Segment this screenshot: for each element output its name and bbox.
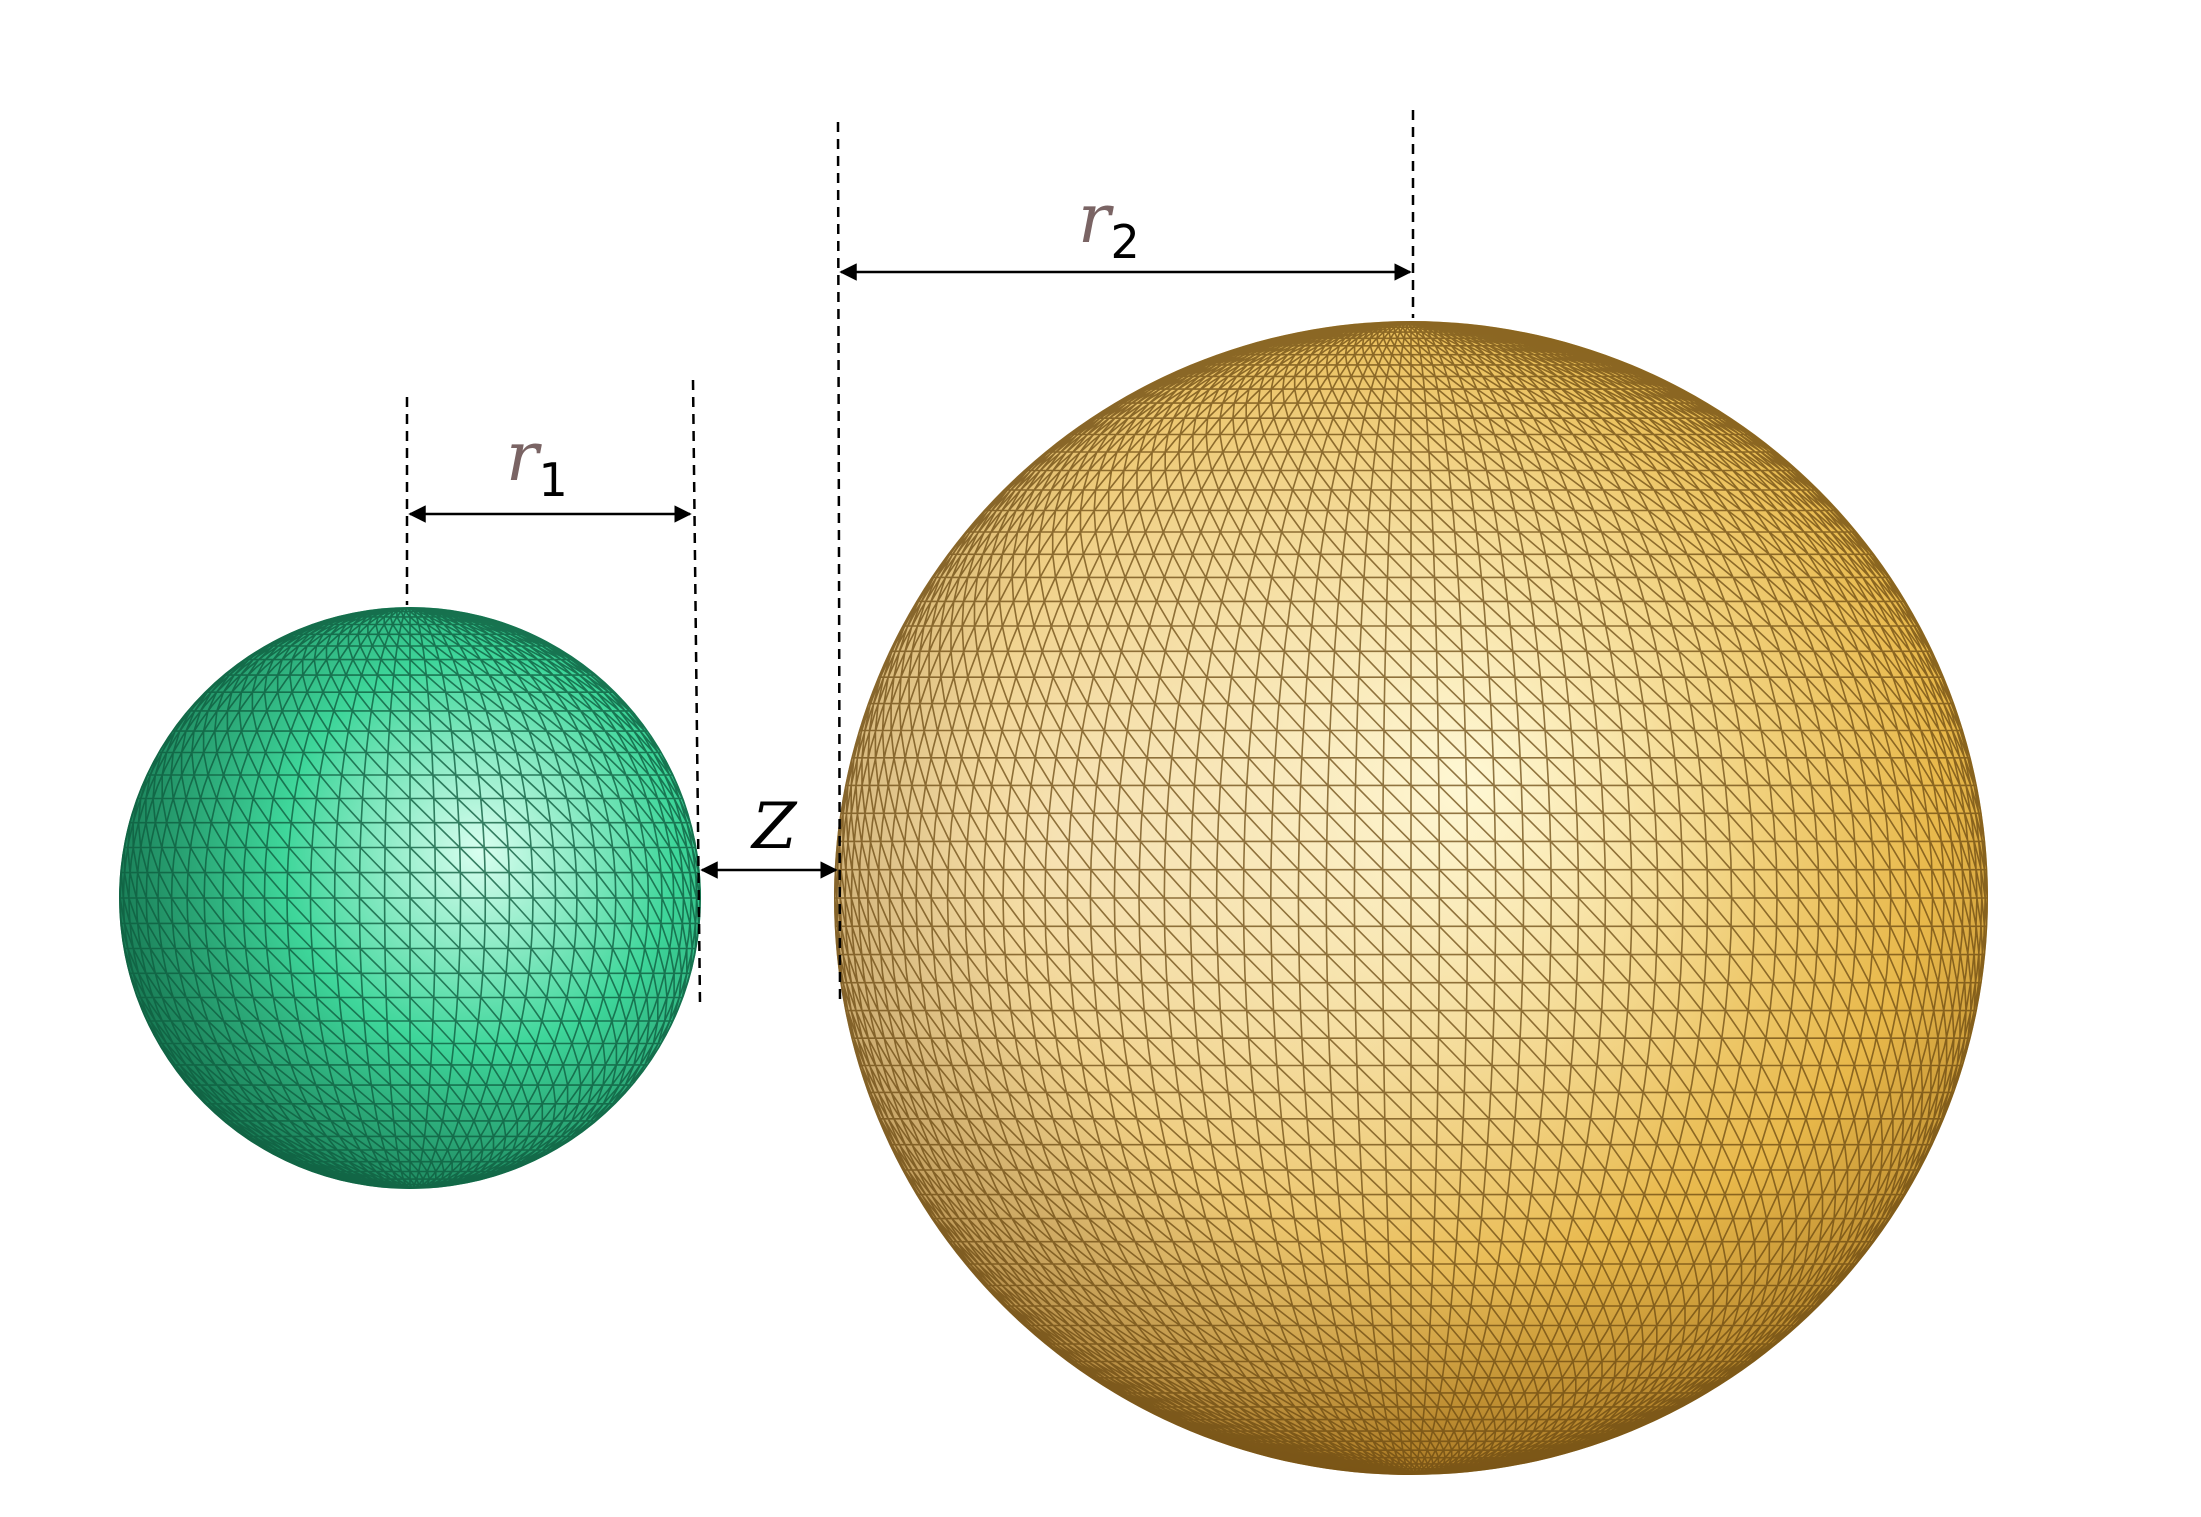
label-r2: r2 [1078, 180, 1140, 269]
guide-r1-edge [691, 379, 702, 1005]
label-r1: r1 [506, 418, 568, 507]
small-sphere [119, 607, 701, 1189]
dashed-guides [405, 110, 1415, 1005]
mesh1-lines [119, 607, 701, 1189]
guide-r2-left [836, 121, 842, 1005]
small-sphere-mesh [119, 607, 701, 1189]
mesh2-lines [834, 321, 1988, 1475]
dimension-arrows [408, 263, 1412, 879]
label-z: Z [750, 790, 798, 864]
large-sphere-mesh [834, 321, 1988, 1475]
large-sphere [834, 321, 1988, 1475]
